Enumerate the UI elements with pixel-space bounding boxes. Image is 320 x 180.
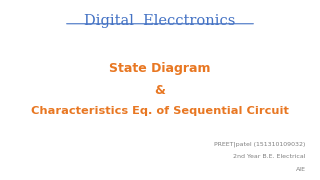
Text: AIE: AIE xyxy=(296,167,306,172)
Text: &: & xyxy=(155,84,165,96)
Text: 2nd Year B.E. Electrical: 2nd Year B.E. Electrical xyxy=(233,154,306,159)
Text: Characteristics Eq. of Sequential Circuit: Characteristics Eq. of Sequential Circui… xyxy=(31,106,289,116)
Text: Digital  Elecctronics: Digital Elecctronics xyxy=(84,14,236,28)
Text: PREET|patel (151310109032): PREET|patel (151310109032) xyxy=(214,141,306,147)
Text: State Diagram: State Diagram xyxy=(109,62,211,75)
